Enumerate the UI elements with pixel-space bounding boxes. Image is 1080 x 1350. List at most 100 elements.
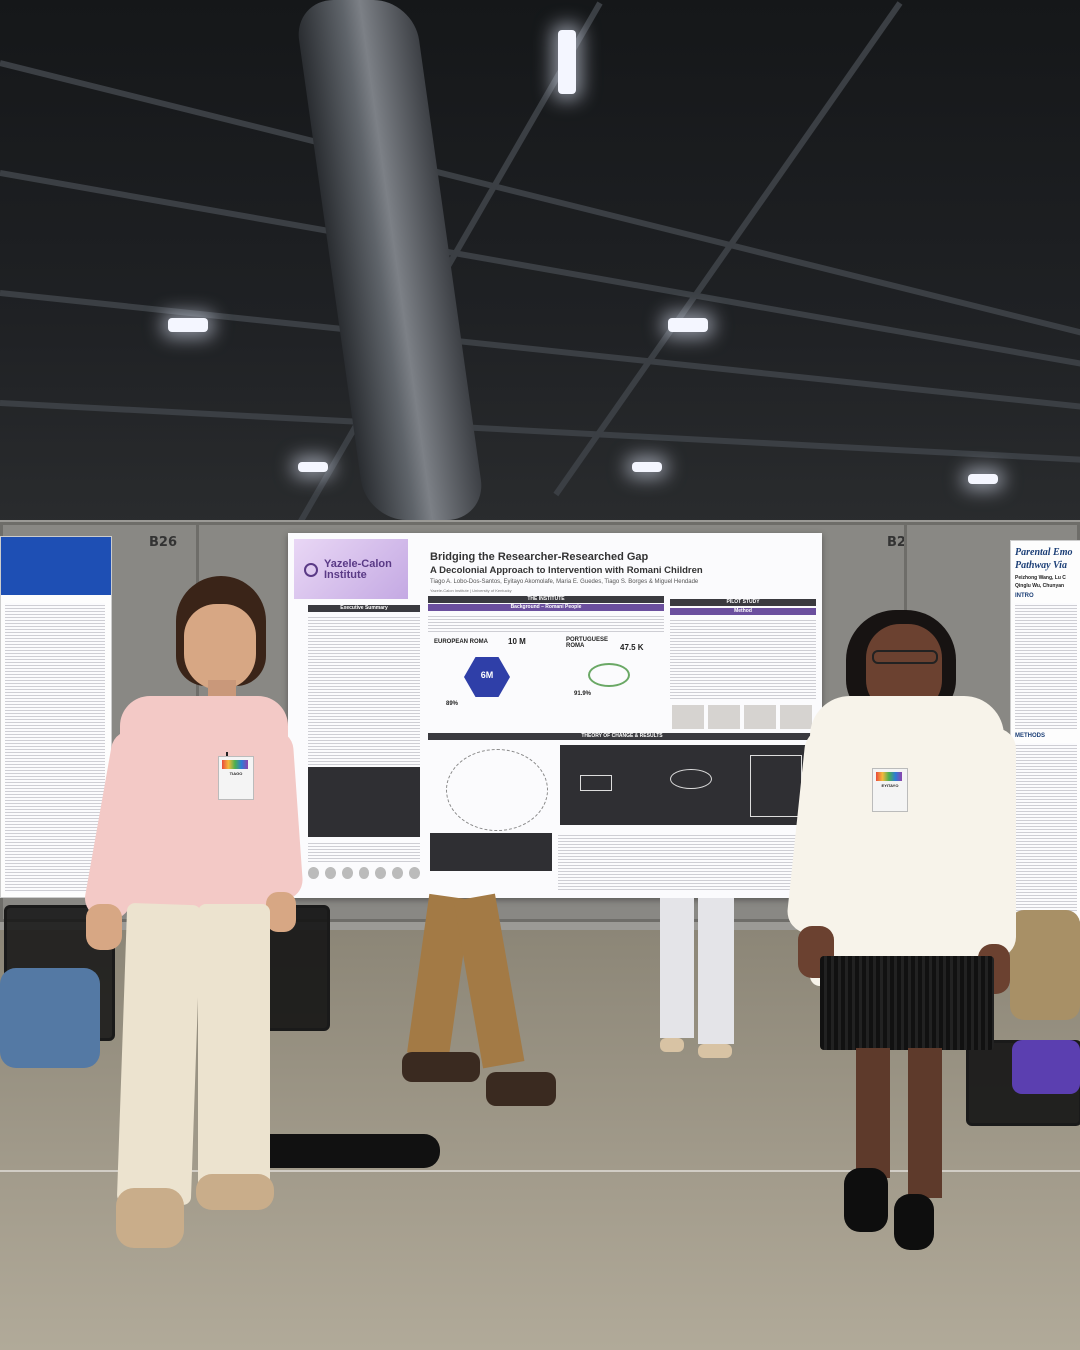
shoe [698,1044,732,1058]
team-avatar [324,867,336,879]
right-poster-intro: INTRO [1015,593,1034,599]
ceiling-beam [553,1,903,497]
logo-text: Yazele-Calon Institute [324,558,392,581]
ceiling-light [968,474,998,484]
badge-name: EYITAYO [881,783,899,788]
left-poster [0,536,112,898]
summary-dark-box [308,767,420,837]
team-avatar [409,867,421,879]
booth-number: B26 [149,535,177,550]
hand [266,892,296,932]
shoe [660,1038,684,1052]
ceiling-light [298,462,328,472]
team-avatar [308,867,319,879]
shoe [116,1188,184,1248]
ceiling-beam [0,290,1080,422]
badge-stripe [222,760,248,769]
arm [974,728,1016,958]
leg [908,1048,942,1198]
presenter-right: EYITAYO [785,608,1026,1258]
section-theory: THEORY OF CHANGE & RESULTS [428,733,816,740]
right-poster-title-1: Parental Emo [1015,547,1073,558]
left-poster-header [1,537,111,595]
badge-name: TIAGO [229,771,243,776]
poster-authors: Tiago A. Lobo-Dos-Santos, Eyitayo Akomol… [430,579,699,585]
process-model-diagram [446,749,548,831]
name-badge: EYITAYO [872,768,908,812]
roma-hexagon: 6M [464,657,510,697]
method-figure [780,705,812,729]
method-text [670,618,816,700]
method-figures [672,705,812,729]
team-avatar [358,867,370,879]
team-photos [308,867,421,891]
badge-stripe [876,772,902,781]
logo-icon [304,563,318,577]
shoe [402,1052,480,1082]
name-badge: TIAGO [218,756,254,800]
person-leg [453,893,525,1069]
section-institute: THE INSTITUTE [428,596,664,603]
structural-diagram [560,745,812,825]
section-executive-summary: Executive Summary [308,605,420,612]
shoe [894,1194,934,1250]
background-person [656,898,746,1058]
shoe [844,1168,888,1232]
section-background: Background – Romani People [428,604,664,611]
portuguese-roma-label: PORTUGUESE ROMA [566,637,609,649]
glasses-icon [872,650,938,664]
ceiling [0,0,1080,530]
presenter-left: TIAGO [80,574,304,1254]
trouser-leg [116,902,202,1206]
team-avatar [392,867,404,879]
team-avatar [341,867,353,879]
hand [86,904,122,950]
method-figure [672,705,704,729]
background-text [428,614,664,632]
section-pilot-study: PILOT STUDY [670,599,816,606]
poster-title: Bridging the Researcher-Researched Gap [430,551,649,563]
right-poster-authors-2: Qinglu Wu, Chunyan [1015,583,1065,589]
bag [0,968,100,1068]
portugal-map-icon [588,663,630,687]
team-avatar [375,867,387,879]
background-person [398,893,558,1112]
pct-89: 89% [446,701,459,707]
summary-text [308,841,420,863]
poster-affiliation: Yazele-Calon Institute | University of K… [430,588,512,593]
ceiling-light [668,318,708,332]
backpack [1010,910,1080,1020]
lanyard [226,752,228,758]
right-poster-title-2: Pathway Via [1015,560,1067,571]
pleated-skirt [820,956,994,1050]
hexagon-value: 6M [480,670,494,680]
right-poster-text [1015,743,1077,913]
diagram-node [750,755,802,817]
right-poster-methods: METHODS [1015,733,1045,739]
person-leg [698,898,734,1044]
method-figure [708,705,740,729]
shoe [486,1072,556,1106]
right-poster-authors: Peizhong Wang, Lu C [1015,575,1066,581]
left-poster-text [5,603,105,893]
poster-logo: Yazele-Calon Institute [294,539,408,599]
face [184,604,256,690]
right-poster-text [1015,603,1077,729]
floor-line [0,1170,1080,1172]
ceiling-light [558,30,576,94]
air-duct [293,0,487,520]
method-figure [744,705,776,729]
european-roma-value: 10 M [508,637,526,646]
leg [856,1048,890,1178]
trouser-leg [198,904,270,1194]
diagram-node [670,769,712,789]
ceiling-beam [0,400,1080,469]
ceiling-light [632,462,662,472]
poster-subtitle: A Decolonial Approach to Intervention wi… [430,565,703,576]
diagram-node [580,775,612,791]
pct-91: 91.9% [574,691,592,697]
european-roma-label: EUROPEAN ROMA [434,639,489,645]
results-text [558,833,812,891]
portuguese-roma-value: 47.5 K [620,643,644,652]
